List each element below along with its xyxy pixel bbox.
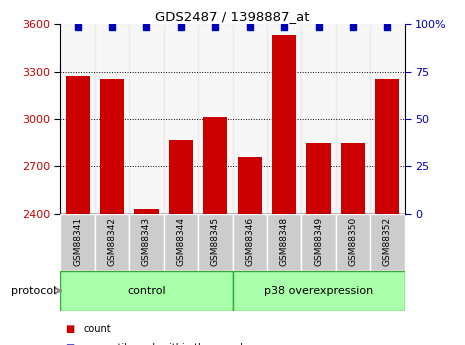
Bar bbox=[164, 24, 198, 214]
Bar bbox=[336, 24, 370, 214]
Text: p38 overexpression: p38 overexpression bbox=[264, 286, 373, 296]
Text: ■: ■ bbox=[65, 324, 74, 334]
Bar bbox=[336, 214, 370, 271]
Bar bbox=[129, 214, 164, 271]
Text: ■: ■ bbox=[65, 343, 74, 345]
Bar bbox=[370, 24, 405, 214]
Bar bbox=[129, 24, 164, 214]
Text: GSM88344: GSM88344 bbox=[176, 217, 186, 266]
Text: GSM88346: GSM88346 bbox=[245, 217, 254, 266]
Bar bbox=[341, 143, 365, 214]
Text: GSM88343: GSM88343 bbox=[142, 217, 151, 266]
Bar bbox=[198, 214, 232, 271]
Bar bbox=[60, 214, 95, 271]
Bar bbox=[232, 271, 405, 310]
Bar bbox=[370, 214, 405, 271]
Bar bbox=[301, 214, 336, 271]
Bar bbox=[203, 117, 227, 214]
Bar bbox=[272, 35, 296, 214]
Bar bbox=[198, 24, 232, 214]
Title: GDS2487 / 1398887_at: GDS2487 / 1398887_at bbox=[155, 10, 310, 23]
Bar bbox=[164, 214, 198, 271]
Bar bbox=[66, 76, 90, 214]
Bar bbox=[60, 271, 232, 310]
Bar bbox=[267, 214, 301, 271]
Text: GSM88350: GSM88350 bbox=[348, 217, 358, 266]
Bar bbox=[60, 24, 95, 214]
Bar bbox=[232, 214, 267, 271]
Bar bbox=[169, 140, 193, 214]
Text: protocol: protocol bbox=[11, 286, 56, 296]
Text: count: count bbox=[84, 324, 111, 334]
Text: control: control bbox=[127, 286, 166, 296]
Bar bbox=[134, 209, 159, 214]
Text: GSM88352: GSM88352 bbox=[383, 217, 392, 266]
Bar bbox=[301, 24, 336, 214]
Bar bbox=[267, 24, 301, 214]
Text: GSM88349: GSM88349 bbox=[314, 217, 323, 266]
Bar bbox=[95, 214, 129, 271]
Text: GSM88342: GSM88342 bbox=[107, 217, 117, 266]
Bar bbox=[232, 24, 267, 214]
Bar bbox=[375, 79, 399, 214]
Bar bbox=[306, 143, 331, 214]
Bar bbox=[95, 24, 129, 214]
Text: GSM88348: GSM88348 bbox=[279, 217, 289, 266]
Text: percentile rank within the sample: percentile rank within the sample bbox=[84, 343, 249, 345]
Text: GSM88341: GSM88341 bbox=[73, 217, 82, 266]
Bar bbox=[100, 79, 124, 214]
Text: GSM88345: GSM88345 bbox=[211, 217, 220, 266]
Bar bbox=[238, 157, 262, 214]
